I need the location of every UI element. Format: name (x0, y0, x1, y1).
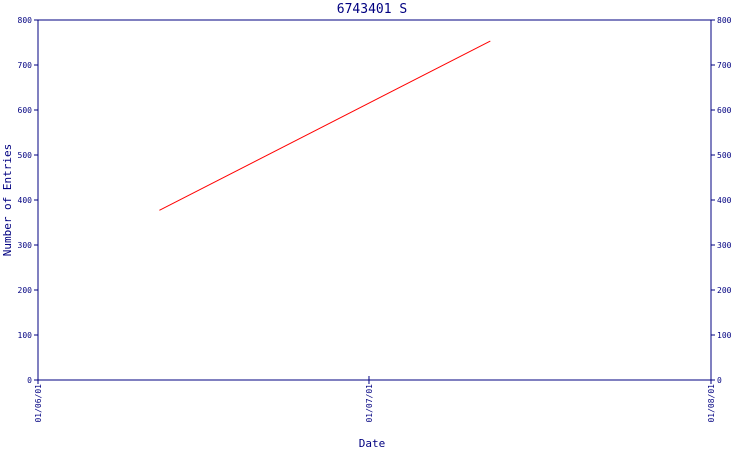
x-tick-label: 01/06/01 (34, 384, 43, 423)
y-tick-label-left: 200 (18, 286, 33, 295)
x-tick-label: 01/07/01 (365, 384, 374, 423)
y-tick-label-left: 300 (18, 241, 33, 250)
chart-title: 6743401 S (337, 2, 407, 17)
y-tick-label-left: 400 (18, 196, 33, 205)
y-axis-left: 0 100 200 300 400 500 600 700 800 (18, 16, 38, 385)
y-tick-label-left: 0 (27, 376, 32, 385)
y-tick-label-right: 600 (717, 106, 732, 115)
y-tick-label-right: 500 (717, 151, 732, 160)
y-tick-label-left: 800 (18, 16, 33, 25)
plot-area-frame (37, 19, 712, 381)
y-axis-title: Number of Entries (1, 144, 14, 257)
x-axis: 01/06/01 01/07/01 01/08/01 (34, 376, 716, 423)
y-tick-label-right: 700 (717, 61, 732, 70)
y-tick-label-right: 0 (717, 376, 722, 385)
x-axis-title: Date (359, 437, 386, 450)
y-tick-label-left: 100 (18, 331, 33, 340)
y-tick-label-right: 400 (717, 196, 732, 205)
y-tick-label-left: 600 (18, 106, 33, 115)
y-tick-label-right: 200 (717, 286, 732, 295)
y-tick-label-right: 100 (717, 331, 732, 340)
y-tick-label-left: 500 (18, 151, 33, 160)
x-tick-label: 01/08/01 (707, 384, 716, 423)
y-tick-label-left: 700 (18, 61, 33, 70)
y-tick-label-right: 300 (717, 241, 732, 250)
y-tick-label-right: 800 (717, 16, 732, 25)
series-layer (159, 40, 491, 211)
series-line (159, 40, 491, 211)
y-axis-right: 0 100 200 300 400 500 600 700 800 (711, 16, 732, 385)
